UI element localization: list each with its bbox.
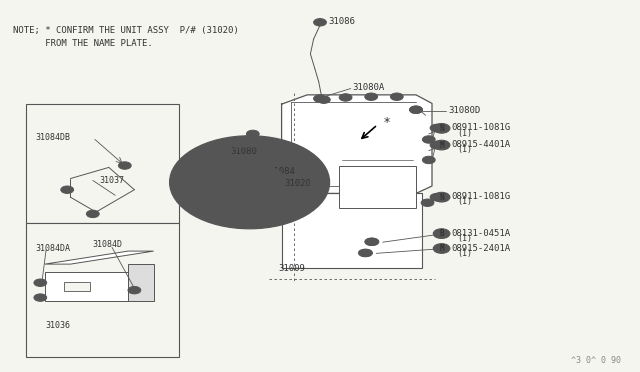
Text: B: B	[439, 229, 444, 238]
Text: ^3 0^ 0 90: ^3 0^ 0 90	[571, 356, 621, 365]
Text: 31080A: 31080A	[352, 83, 384, 92]
Bar	[26, 104, 179, 223]
Text: (1): (1)	[458, 145, 472, 154]
Text: (1): (1)	[458, 249, 472, 258]
Circle shape	[433, 244, 450, 253]
Circle shape	[339, 94, 352, 101]
Circle shape	[118, 162, 131, 169]
Circle shape	[430, 141, 443, 149]
Circle shape	[214, 162, 285, 203]
Text: 31037: 31037	[99, 176, 124, 185]
Text: 31084: 31084	[269, 167, 296, 176]
Text: 31020: 31020	[285, 179, 312, 187]
Text: 31009: 31009	[278, 264, 305, 273]
Text: *: *	[384, 116, 390, 129]
Text: (1): (1)	[458, 129, 472, 138]
Circle shape	[433, 192, 450, 202]
Text: 08915-4401A: 08915-4401A	[452, 140, 511, 149]
Circle shape	[234, 173, 266, 192]
Bar	[64, 282, 90, 291]
Circle shape	[61, 186, 74, 193]
Text: 08911-1081G: 08911-1081G	[452, 124, 511, 132]
Circle shape	[433, 229, 450, 238]
Circle shape	[314, 95, 326, 102]
Text: 08915-2401A: 08915-2401A	[452, 244, 511, 253]
Circle shape	[360, 249, 372, 257]
Circle shape	[390, 93, 403, 100]
Text: 08131-0451A: 08131-0451A	[452, 229, 511, 238]
Circle shape	[128, 286, 141, 294]
Polygon shape	[282, 95, 432, 193]
Text: 31036: 31036	[45, 321, 70, 330]
Circle shape	[433, 124, 450, 133]
Circle shape	[314, 19, 326, 26]
Text: 08911-1081G: 08911-1081G	[452, 192, 511, 201]
Text: NOTE; * CONFIRM THE UNIT ASSY  P/# (31020)
      FROM THE NAME PLATE.: NOTE; * CONFIRM THE UNIT ASSY P/# (31020…	[13, 26, 239, 48]
Polygon shape	[45, 251, 154, 264]
Text: N: N	[439, 124, 444, 133]
Circle shape	[422, 156, 435, 164]
Circle shape	[410, 106, 422, 113]
Text: 31080: 31080	[230, 147, 257, 156]
Circle shape	[34, 279, 47, 286]
Bar	[26, 223, 179, 357]
Text: 31084DA: 31084DA	[35, 244, 70, 253]
Circle shape	[358, 249, 371, 257]
Text: N: N	[439, 193, 444, 202]
Circle shape	[365, 238, 378, 246]
Circle shape	[170, 136, 330, 229]
Circle shape	[86, 210, 99, 218]
Circle shape	[433, 140, 450, 150]
Text: 31086: 31086	[328, 17, 355, 26]
Text: M: M	[439, 244, 444, 253]
Circle shape	[410, 106, 422, 113]
Circle shape	[365, 93, 378, 100]
Bar	[339, 166, 416, 208]
Text: 31080D: 31080D	[448, 106, 480, 115]
Text: (1): (1)	[458, 198, 472, 206]
Text: 31084D: 31084D	[93, 240, 123, 249]
Polygon shape	[128, 264, 154, 301]
Circle shape	[430, 193, 443, 201]
Text: 31084DB: 31084DB	[35, 133, 70, 142]
Circle shape	[422, 136, 435, 143]
Bar	[282, 193, 422, 268]
FancyBboxPatch shape	[45, 272, 128, 301]
Circle shape	[246, 130, 259, 138]
Circle shape	[421, 199, 434, 206]
Circle shape	[34, 294, 47, 301]
Text: (1): (1)	[458, 234, 472, 243]
Circle shape	[317, 96, 330, 103]
Circle shape	[366, 238, 379, 246]
Text: M: M	[439, 141, 444, 150]
Circle shape	[430, 124, 443, 132]
